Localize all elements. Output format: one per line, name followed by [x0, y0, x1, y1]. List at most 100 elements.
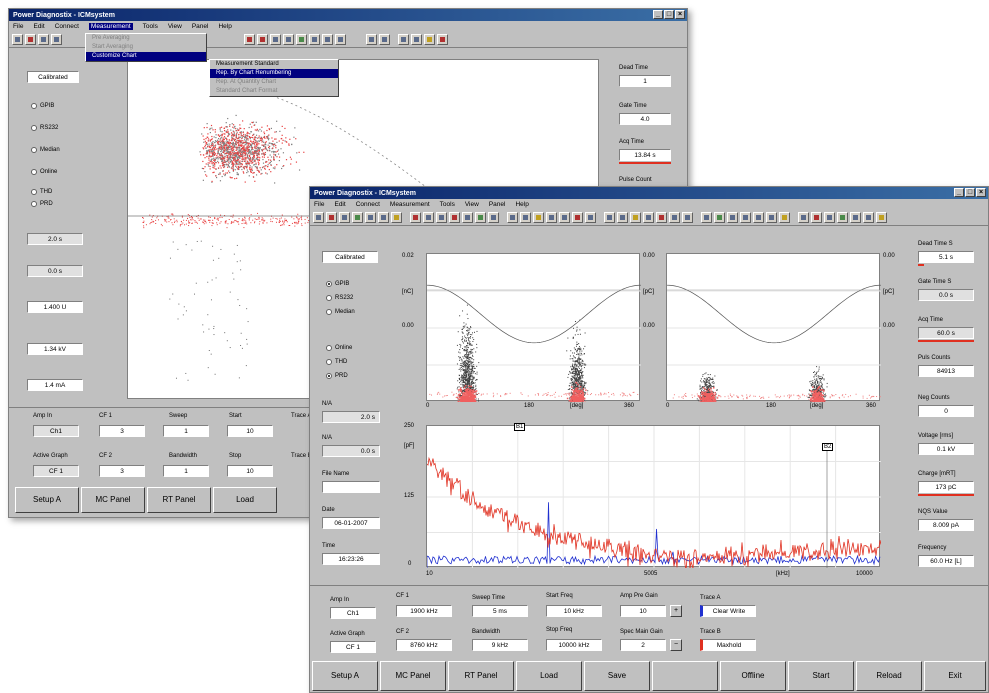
tool-icon[interactable]: [507, 212, 518, 223]
menu-panel[interactable]: Panel: [488, 201, 506, 208]
back-radio[interactable]: Online: [31, 169, 57, 175]
time-field[interactable]: 16:23:26: [322, 553, 380, 565]
menu-edit[interactable]: Edit: [33, 23, 45, 30]
menu-file[interactable]: File: [13, 23, 24, 30]
menu-view[interactable]: View: [464, 201, 479, 208]
back-right-field[interactable]: 4.0: [619, 113, 671, 125]
back-left-field[interactable]: 1.400 U: [27, 301, 83, 313]
menu-item[interactable]: Start Averaging: [92, 44, 133, 50]
back-mc-panel-button[interactable]: MC Panel: [81, 487, 145, 513]
tool-icon[interactable]: [423, 212, 434, 223]
menu-connect[interactable]: Connect: [54, 23, 79, 30]
tool-icon[interactable]: [322, 34, 333, 45]
back-radio[interactable]: Median: [31, 147, 60, 153]
tool-icon[interactable]: [391, 212, 402, 223]
menu-item[interactable]: Rep. At Quantity Chart: [216, 79, 277, 85]
menu-item[interactable]: Standard Chart Format: [216, 88, 278, 94]
date-field[interactable]: 06-01-2007: [322, 517, 380, 529]
menu-panel[interactable]: Panel: [191, 23, 209, 30]
tool-icon[interactable]: [411, 34, 422, 45]
tool-icon[interactable]: [38, 34, 49, 45]
maximize-button[interactable]: □: [965, 188, 975, 197]
close-button[interactable]: ×: [675, 10, 685, 19]
tool-icon[interactable]: [365, 212, 376, 223]
tool-icon[interactable]: [475, 212, 486, 223]
tool-icon[interactable]: [824, 212, 835, 223]
calibrated-field[interactable]: Calibrated: [322, 251, 378, 263]
menu-file[interactable]: File: [314, 201, 325, 208]
menu-help[interactable]: Help: [218, 23, 232, 30]
menu-edit[interactable]: Edit: [334, 201, 346, 208]
close-button[interactable]: ×: [976, 188, 986, 197]
tool-icon[interactable]: [727, 212, 738, 223]
tool-icon[interactable]: [436, 212, 447, 223]
back-bottom-field[interactable]: 10: [227, 425, 273, 437]
back-bottom-field[interactable]: CF 1: [33, 465, 79, 477]
tool-icon[interactable]: [656, 212, 667, 223]
tool-icon[interactable]: [585, 212, 596, 223]
back-bottom-field[interactable]: Ch1: [33, 425, 79, 437]
menu-measurement[interactable]: Measurement: [389, 201, 430, 208]
tool-icon[interactable]: [798, 212, 809, 223]
back-bottom-field[interactable]: 1: [163, 425, 209, 437]
tool-icon[interactable]: [410, 212, 421, 223]
menu-item[interactable]: Measurement Standard: [216, 61, 279, 67]
back-setup-button[interactable]: Setup A: [15, 487, 79, 513]
back-bottom-field[interactable]: 1: [163, 465, 209, 477]
tool-icon[interactable]: [449, 212, 460, 223]
tool-icon[interactable]: [309, 34, 320, 45]
back-radio[interactable]: GPIB: [31, 103, 54, 109]
tool-icon[interactable]: [296, 34, 307, 45]
tool-icon[interactable]: [379, 34, 390, 45]
back-left-field[interactable]: 0.0 s: [27, 265, 83, 277]
menu-help[interactable]: Help: [515, 201, 529, 208]
menu-tools[interactable]: Tools: [142, 23, 158, 30]
tool-icon[interactable]: [850, 212, 861, 223]
tool-icon[interactable]: [244, 34, 255, 45]
file-name-field[interactable]: [322, 481, 380, 493]
tool-icon[interactable]: [643, 212, 654, 223]
na1-field[interactable]: 2.0 s: [322, 411, 380, 423]
tool-icon[interactable]: [398, 34, 409, 45]
back-left-field[interactable]: 2.0 s: [27, 233, 83, 245]
maximize-button[interactable]: □: [664, 10, 674, 19]
tool-icon[interactable]: [837, 212, 848, 223]
back-load-button[interactable]: Load: [213, 487, 277, 513]
menu-tools[interactable]: Tools: [439, 201, 455, 208]
tool-icon[interactable]: [352, 212, 363, 223]
tool-icon[interactable]: [714, 212, 725, 223]
tool-icon[interactable]: [326, 212, 337, 223]
menu-measurement[interactable]: Measurement: [88, 23, 133, 30]
menu-connect[interactable]: Connect: [355, 201, 380, 208]
tool-icon[interactable]: [520, 212, 531, 223]
back-left-field[interactable]: 1.34 kV: [27, 343, 83, 355]
tool-icon[interactable]: [339, 212, 350, 223]
tool-icon[interactable]: [682, 212, 693, 223]
tool-icon[interactable]: [740, 212, 751, 223]
back-bottom-field[interactable]: 3: [99, 465, 145, 477]
tool-icon[interactable]: [437, 34, 448, 45]
tool-icon[interactable]: [559, 212, 570, 223]
tool-icon[interactable]: [863, 212, 874, 223]
tool-icon[interactable]: [313, 212, 324, 223]
menu-item-selected[interactable]: Customize Chart: [86, 52, 206, 61]
tool-icon[interactable]: [488, 212, 499, 223]
tool-icon[interactable]: [630, 212, 641, 223]
tool-icon[interactable]: [283, 34, 294, 45]
tool-icon[interactable]: [378, 212, 389, 223]
tool-icon[interactable]: [462, 212, 473, 223]
menu-view[interactable]: View: [167, 23, 182, 30]
tool-icon[interactable]: [335, 34, 346, 45]
tool-icon[interactable]: [604, 212, 615, 223]
back-rt-panel-button[interactable]: RT Panel: [147, 487, 211, 513]
back-radio[interactable]: THD: [31, 189, 52, 195]
tool-icon[interactable]: [12, 34, 23, 45]
tool-icon[interactable]: [572, 212, 583, 223]
radio-prd[interactable]: PRD: [326, 373, 348, 379]
radio-median[interactable]: Median: [326, 309, 355, 315]
tool-icon[interactable]: [270, 34, 281, 45]
menu-item[interactable]: Pre Averaging: [92, 35, 130, 41]
na2-field[interactable]: 0.0 s: [322, 445, 380, 457]
tool-icon[interactable]: [257, 34, 268, 45]
tool-icon[interactable]: [25, 34, 36, 45]
